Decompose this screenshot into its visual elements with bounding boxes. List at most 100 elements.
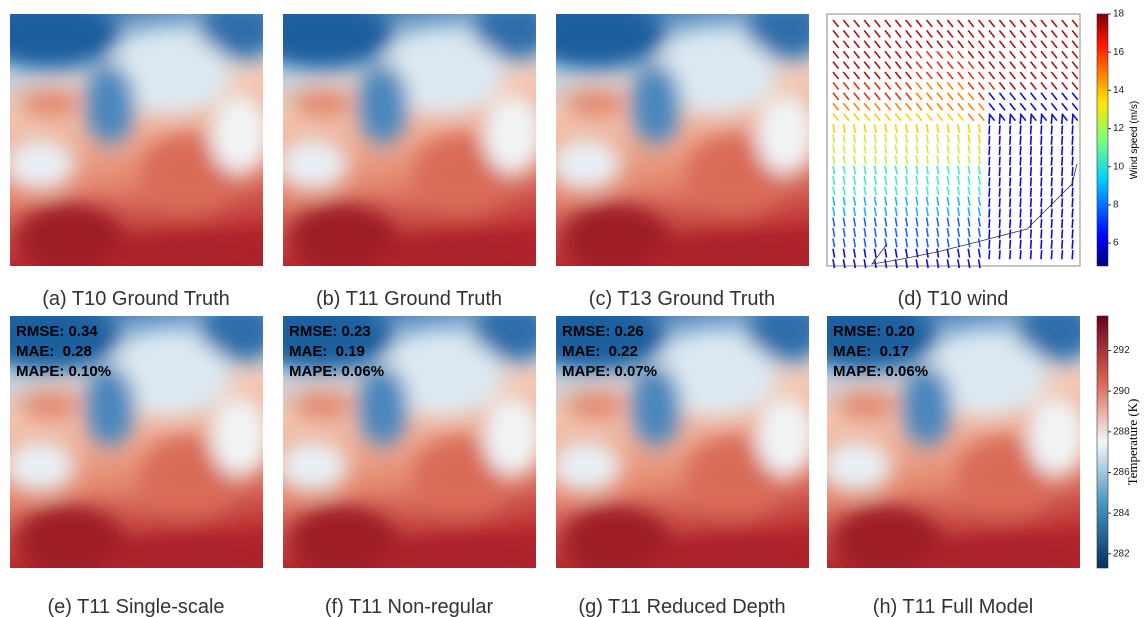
panel	[526, 0, 826, 274]
wind-arrow	[1051, 188, 1052, 197]
wind-arrow	[1041, 136, 1042, 145]
wind-arrow	[1010, 240, 1011, 249]
wind-arrow	[1041, 125, 1042, 134]
colorbar-tick-label: 14	[1113, 85, 1125, 96]
colorbar-tick-label: 8	[1113, 200, 1119, 211]
wind-arrow	[1051, 136, 1052, 145]
wind-arrow	[999, 125, 1000, 134]
metric: RMSE: 0.23	[289, 323, 371, 340]
wind-arrow	[1072, 115, 1073, 124]
wind-arrow	[1010, 136, 1011, 145]
wind-arrow	[1020, 209, 1021, 218]
wind-arrow	[1010, 146, 1011, 155]
wind-arrow	[1062, 209, 1063, 218]
figure: (a) T10 Ground Truth(b) T11 Ground Truth…	[0, 0, 1145, 617]
wind-arrow	[999, 229, 1000, 238]
panel	[827, 14, 1080, 268]
wind-arrow	[1031, 125, 1032, 134]
metric: RMSE: 0.20	[833, 323, 915, 340]
panel-caption: (e) T11 Single-scale	[47, 596, 224, 617]
colorbar-tick-label: 18	[1113, 9, 1125, 20]
wind-arrow	[1062, 229, 1063, 238]
wind-arrow	[1051, 167, 1052, 176]
wind-arrow	[1010, 177, 1011, 186]
colorbar-tick-label: 292	[1113, 345, 1130, 356]
wind-arrow	[989, 209, 990, 218]
wind-arrow	[1062, 115, 1063, 124]
wind-arrow	[1062, 240, 1063, 249]
wind-arrow	[1020, 188, 1021, 197]
metric: MAE: 0.22	[562, 343, 638, 360]
wind-arrow	[1041, 177, 1042, 186]
wind-arrow	[1072, 229, 1073, 238]
colorbar-tick-label: 284	[1113, 508, 1130, 519]
wind-arrow	[1041, 167, 1042, 176]
wind-arrow	[1020, 219, 1021, 228]
wind-arrow	[1072, 157, 1073, 166]
wind-arrow	[1010, 115, 1011, 124]
metric: MAE: 0.28	[16, 343, 92, 360]
wind-arrow	[1031, 157, 1032, 166]
wind-arrow	[1072, 250, 1073, 259]
wind-arrow	[1072, 146, 1073, 155]
wind-arrow	[1020, 125, 1021, 134]
wind-arrow	[1031, 146, 1032, 155]
wind-arrow	[1062, 198, 1063, 207]
wind-arrow	[1010, 188, 1011, 197]
wind-arrow	[1031, 209, 1032, 218]
wind-arrow	[1072, 188, 1073, 197]
wind-arrow	[1041, 229, 1042, 238]
temperature-map	[526, 0, 826, 274]
wind-arrow	[1062, 177, 1063, 186]
wind-arrow	[989, 115, 990, 124]
wind-arrow	[1041, 209, 1042, 218]
wind-arrow	[1062, 146, 1063, 155]
wind-arrow	[1020, 198, 1021, 207]
wind-arrow	[1020, 136, 1021, 145]
wind-arrow	[1020, 250, 1021, 259]
wind-arrow	[989, 177, 990, 186]
wind-arrow	[1072, 167, 1073, 176]
colorbar-tick-label: 10	[1113, 161, 1125, 172]
wind-arrow	[989, 219, 990, 228]
wind-arrow	[1020, 157, 1021, 166]
wind-arrow	[989, 240, 990, 249]
wind-arrow	[999, 250, 1000, 259]
wind-arrow	[1072, 198, 1073, 207]
wind-arrow	[1031, 167, 1032, 176]
wind-arrow	[999, 188, 1000, 197]
panel-caption: (a) T10 Ground Truth	[42, 288, 230, 310]
wind-arrow	[1062, 250, 1063, 259]
temperature-map	[253, 0, 553, 274]
wind-arrow	[1020, 240, 1021, 249]
wind-arrow	[989, 250, 990, 259]
wind-arrow	[1051, 177, 1052, 186]
wind-arrow	[1010, 229, 1011, 238]
wind-arrow	[1010, 250, 1011, 259]
wind-arrow	[989, 167, 990, 176]
wind-arrow	[1031, 250, 1032, 259]
wind-arrow	[999, 167, 1000, 176]
wind-arrow	[999, 157, 1000, 166]
wind-arrow	[1031, 240, 1032, 249]
wind-arrow	[1041, 198, 1042, 207]
colorbar	[1097, 14, 1108, 266]
wind-arrow	[989, 157, 990, 166]
wind-arrow	[1010, 167, 1011, 176]
metric: MAE: 0.19	[289, 343, 365, 360]
wind-arrow	[1062, 157, 1063, 166]
colorbar-tick-label: 12	[1113, 123, 1125, 134]
metric: MAPE: 0.06%	[833, 363, 928, 380]
wind-arrow	[1062, 167, 1063, 176]
wind-arrow	[989, 188, 990, 197]
wind-arrow	[1051, 157, 1052, 166]
wind-arrow	[999, 198, 1000, 207]
wind-arrow	[989, 125, 990, 134]
wind-arrow	[1010, 198, 1011, 207]
wind-arrow	[1051, 240, 1052, 249]
wind-arrow	[999, 146, 1000, 155]
panel-caption: (g) T11 Reduced Depth	[578, 596, 785, 617]
temperature-map	[0, 0, 280, 274]
wind-arrow	[1062, 188, 1063, 197]
panel-caption: (c) T13 Ground Truth	[589, 288, 775, 310]
